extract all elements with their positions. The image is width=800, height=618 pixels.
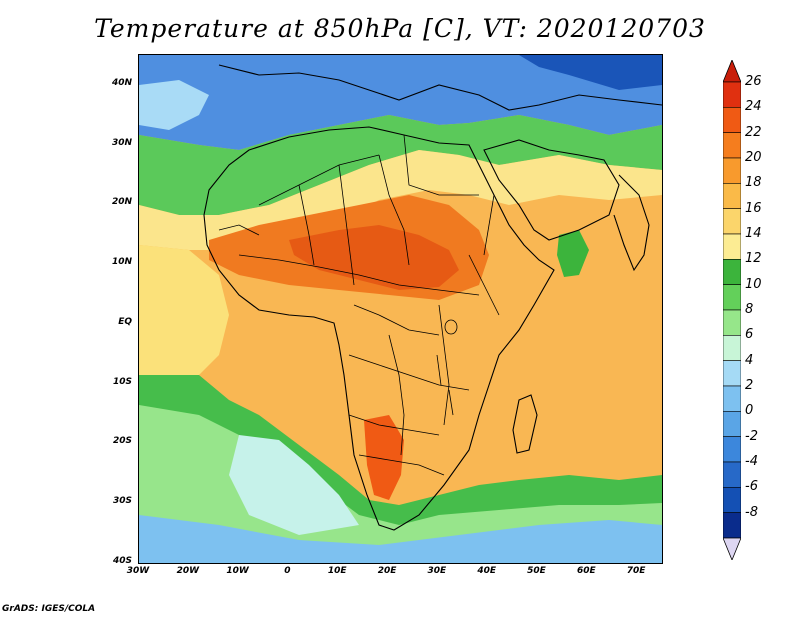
- border-line: [403, 134, 479, 196]
- lat-tick-label: 40N: [111, 77, 132, 88]
- lon-tick-label: 30W: [126, 566, 150, 576]
- colorbar-segment: [723, 461, 741, 488]
- lon-tick-label: 10E: [327, 566, 347, 576]
- field-atlantic-yellow: [139, 245, 229, 375]
- colorbar-tick-label: -6: [745, 479, 758, 495]
- field-band-north-blue: [139, 55, 662, 150]
- colorbar-segment: [723, 183, 741, 209]
- colorbar-tick-label: 12: [745, 251, 762, 267]
- colorbar-top-arrow: [723, 60, 741, 83]
- lon-tick-label: 70E: [626, 566, 646, 576]
- colorbar-tick-label: 10: [745, 276, 762, 292]
- madagascar-coastline: [512, 394, 538, 454]
- colorbar-segment: [723, 81, 741, 108]
- coastlines: [203, 64, 662, 531]
- border-line: [218, 224, 260, 236]
- colorbar-segment: [723, 284, 741, 311]
- africa-coastline: [203, 126, 555, 531]
- colorbar-segment: [723, 233, 741, 260]
- colorbar-tick-label: 26: [745, 74, 762, 89]
- field-hottest-core: [289, 225, 459, 290]
- border-line: [353, 304, 440, 336]
- colorbar-tick-label: 24: [745, 99, 762, 115]
- lon-tick-label: 0: [284, 566, 291, 576]
- colorbar-segment: [723, 385, 741, 412]
- lon-tick-label: 30E: [427, 566, 447, 576]
- colorbar-segment: [723, 436, 741, 463]
- colorbar-segment: [723, 487, 741, 513]
- field-indian-ocean-patch: [557, 230, 589, 277]
- lon-tick-label: 10W: [226, 566, 249, 576]
- lon-tick-label: 50E: [527, 566, 546, 576]
- border-line: [338, 164, 355, 286]
- colorbar-tick-label: 14: [745, 226, 762, 241]
- field-band-north-lightblue: [139, 80, 209, 130]
- colorbar-tick-label: -8: [745, 504, 758, 520]
- arabia-coastline: [483, 139, 620, 241]
- lat-tick-label: 10N: [111, 257, 132, 268]
- colorbar-segment: [723, 259, 741, 285]
- europe-coastline: [218, 64, 662, 111]
- colorbar-segment: [723, 411, 741, 437]
- colorbar-bottom-arrow: [723, 537, 741, 560]
- colorbar-tick-label: 18: [745, 175, 762, 191]
- colorbar-tick-label: 22: [745, 124, 762, 140]
- colorbar-tick-label: 6: [745, 327, 754, 343]
- border-line: [258, 154, 380, 206]
- colorbar-tick-label: -2: [745, 428, 758, 444]
- field-south-lightgreen: [139, 405, 662, 563]
- lat-tick-label: 40S: [112, 556, 132, 566]
- colorbar-tick-label: 2: [745, 378, 754, 393]
- border-line: [438, 304, 450, 426]
- border-line: [298, 184, 315, 266]
- lat-tick-label: 30S: [112, 496, 132, 507]
- lat-tick-label: 20S: [112, 436, 132, 447]
- colorbar-tick-label: 8: [745, 302, 754, 317]
- lake-malawi: [448, 389, 454, 416]
- colorbar-segment: [723, 512, 741, 539]
- lake-victoria: [444, 319, 458, 335]
- lon-tick-label: 20E: [377, 566, 397, 576]
- temperature-map: [139, 55, 662, 563]
- colorbar-segment: [723, 208, 741, 235]
- colorbar-tick-label: -4: [745, 454, 758, 469]
- border-line: [483, 194, 495, 256]
- credit-text: GrADS: IGES/COLA: [2, 604, 96, 614]
- border-line: [358, 454, 445, 476]
- lake-tanganyika: [436, 354, 442, 386]
- colorbar-tick-label: 16: [745, 200, 762, 216]
- border-line: [468, 254, 500, 316]
- field-south-blue: [139, 515, 662, 563]
- india-coastline: [613, 174, 650, 272]
- colorbar-segment: [723, 335, 741, 361]
- colorbar-segment: [723, 309, 741, 336]
- field-band-north-green: [139, 115, 662, 215]
- lon-tick-label: 60E: [576, 566, 596, 576]
- field-band-north-darkblue: [519, 55, 662, 90]
- colorbar-segment: [723, 360, 741, 387]
- border-line: [378, 154, 410, 266]
- border-line: [348, 414, 440, 436]
- colorbar-tick-label: 0: [745, 403, 754, 419]
- lat-tick-label: 20N: [111, 197, 132, 208]
- colorbar-segment: [723, 157, 741, 184]
- field-southern-africa-hotspot: [364, 415, 404, 500]
- colorbar-tick-label: 4: [745, 352, 754, 368]
- lat-tick-label: 10S: [112, 376, 132, 387]
- lakes: [436, 319, 458, 416]
- border-line: [238, 254, 480, 296]
- field-south-paleblue: [229, 435, 359, 535]
- colorbar: [723, 60, 741, 560]
- map-plot-area: [138, 54, 663, 564]
- chart-title: Temperature at 850hPa [C], VT: 202012070…: [94, 14, 706, 43]
- lon-tick-label: 20W: [176, 566, 200, 576]
- country-borders: [218, 134, 500, 476]
- colorbar-segment: [723, 132, 741, 159]
- colorbar-tick-label: 20: [745, 150, 762, 165]
- colorbar-segment: [723, 107, 741, 133]
- lat-tick-label: EQ: [118, 316, 132, 327]
- lon-tick-label: 40E: [477, 566, 496, 576]
- border-line: [388, 334, 405, 456]
- lat-tick-label: 30N: [111, 137, 132, 148]
